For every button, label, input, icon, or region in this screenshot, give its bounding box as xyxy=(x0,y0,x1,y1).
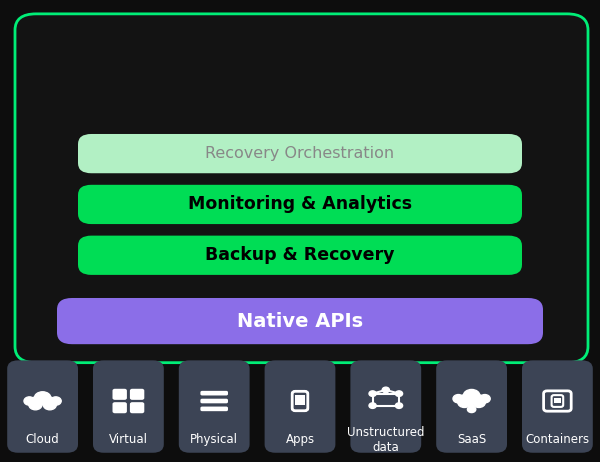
FancyBboxPatch shape xyxy=(200,407,228,411)
Circle shape xyxy=(34,392,51,405)
Circle shape xyxy=(472,395,484,404)
Text: Recovery Orchestration: Recovery Orchestration xyxy=(205,146,395,161)
Circle shape xyxy=(382,387,389,393)
Circle shape xyxy=(50,397,61,405)
FancyBboxPatch shape xyxy=(265,360,335,453)
FancyBboxPatch shape xyxy=(350,360,421,453)
Text: SaaS: SaaS xyxy=(457,433,486,446)
Circle shape xyxy=(460,395,472,404)
Circle shape xyxy=(453,395,464,403)
Circle shape xyxy=(479,395,490,403)
FancyBboxPatch shape xyxy=(200,399,228,403)
Circle shape xyxy=(472,397,485,407)
Text: Native APIs: Native APIs xyxy=(237,311,363,331)
Text: Cloud: Cloud xyxy=(26,433,59,446)
Circle shape xyxy=(467,406,476,413)
FancyBboxPatch shape xyxy=(57,298,543,344)
Text: Unstructured
data: Unstructured data xyxy=(347,426,425,454)
Text: Monitoring & Analytics: Monitoring & Analytics xyxy=(188,195,412,213)
Text: Virtual: Virtual xyxy=(109,433,148,446)
Circle shape xyxy=(369,391,376,396)
FancyBboxPatch shape xyxy=(78,134,522,173)
Text: Containers: Containers xyxy=(526,433,589,446)
FancyBboxPatch shape xyxy=(130,389,144,400)
FancyBboxPatch shape xyxy=(436,360,507,453)
FancyBboxPatch shape xyxy=(113,402,127,413)
Text: Backup & Recovery: Backup & Recovery xyxy=(205,246,395,264)
FancyBboxPatch shape xyxy=(7,360,78,453)
Text: Apps: Apps xyxy=(286,433,314,446)
FancyBboxPatch shape xyxy=(470,402,473,407)
Circle shape xyxy=(458,397,471,407)
FancyBboxPatch shape xyxy=(554,398,561,403)
FancyBboxPatch shape xyxy=(78,236,522,275)
FancyBboxPatch shape xyxy=(113,389,127,400)
Circle shape xyxy=(369,403,376,408)
Circle shape xyxy=(395,403,403,408)
Circle shape xyxy=(463,389,480,402)
FancyBboxPatch shape xyxy=(78,185,522,224)
FancyBboxPatch shape xyxy=(15,14,588,363)
Circle shape xyxy=(43,397,55,406)
FancyBboxPatch shape xyxy=(522,360,593,453)
Circle shape xyxy=(43,400,56,410)
FancyBboxPatch shape xyxy=(200,391,228,395)
Circle shape xyxy=(395,391,403,396)
Circle shape xyxy=(24,397,35,405)
Text: Physical: Physical xyxy=(190,433,238,446)
FancyBboxPatch shape xyxy=(93,360,164,453)
FancyBboxPatch shape xyxy=(179,360,250,453)
FancyBboxPatch shape xyxy=(295,395,305,406)
Circle shape xyxy=(29,400,42,410)
FancyBboxPatch shape xyxy=(130,402,144,413)
Circle shape xyxy=(31,397,43,406)
